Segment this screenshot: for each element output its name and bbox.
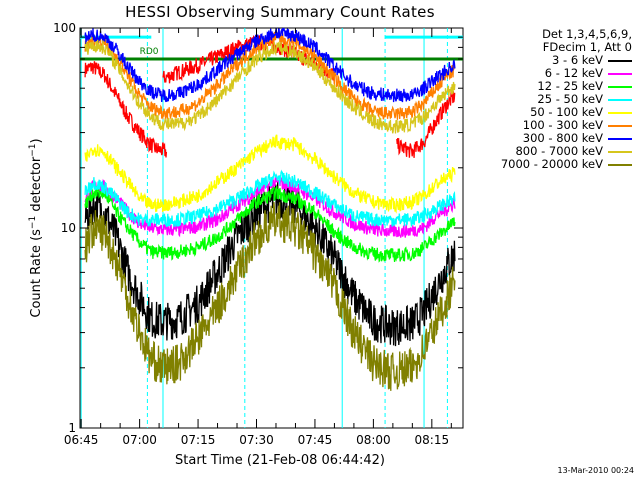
legend-entry-6: 300 - 800 keV [482,132,632,145]
legend-label: 50 - 100 keV [530,105,603,119]
legend-swatch [608,124,632,127]
legend-label: 7000 - 20000 keV [500,157,603,171]
legend-label: 800 - 7000 keV [515,144,603,158]
legend-entry-8: 7000 - 20000 keV [482,158,632,171]
red-series-segment-0 [84,61,168,158]
legend-label: 25 - 50 keV [537,92,603,106]
series-line-8 [84,202,456,391]
timestamp-stamp: 13-Mar-2010 00:24 [557,466,635,475]
x-tick-label-6: 08:15 [415,433,450,447]
legend-swatch [608,150,632,153]
series-line-4 [84,134,456,214]
legend: Det 1,3,4,5,6,9, FDecim 1, Att 0 3 - 6 k… [482,28,632,171]
x-tick-label-3: 07:30 [239,433,274,447]
legend-swatch [608,85,632,88]
y-tick-label-0: 1 [68,421,76,435]
legend-label: 100 - 300 keV [522,118,603,132]
legend-label: 12 - 25 keV [537,79,603,93]
legend-entry-5: 100 - 300 keV [482,119,632,132]
legend-swatch [608,59,632,62]
legend-label: 3 - 6 keV [552,53,603,67]
legend-entry-4: 50 - 100 keV [482,106,632,119]
legend-label: 6 - 12 keV [544,66,603,80]
legend-swatch [608,111,632,114]
legend-entry-3: 25 - 50 keV [482,93,632,106]
red-series-segment-2 [396,91,456,158]
chart-title: HESSI Observing Summary Count Rates [125,3,435,21]
series-line-5 [84,30,455,121]
legend-swatch [608,72,632,75]
legend-swatch [608,137,632,140]
legend-header-line-2: FDecim 1, Att 0 [542,40,632,54]
x-tick-label-2: 07:15 [181,433,216,447]
x-tick-label-4: 07:45 [298,433,333,447]
legend-entry-7: 800 - 7000 keV [482,145,632,158]
legend-label: 300 - 800 keV [522,131,603,145]
y-axis-label: Count Rate (s−1 detector−1) [27,138,45,318]
legend-swatch [608,98,632,101]
series-line-7 [84,39,456,134]
legend-entry-2: 12 - 25 keV [482,80,632,93]
legend-entry-0: 3 - 6 keV [482,54,632,67]
legend-entry-1: 6 - 12 keV [482,67,632,80]
decim-label: RD0 [140,47,159,57]
legend-swatch [608,163,632,166]
x-tick-label-1: 07:00 [122,433,157,447]
x-tick-label-0: 06:45 [64,433,99,447]
series-line-6 [84,27,456,103]
series-line-2 [84,185,456,263]
y-tick-label-1: 10 [61,221,76,235]
x-axis-label: Start Time (21-Feb-08 06:44:42) [175,453,385,468]
y-tick-label-2: 100 [53,21,76,35]
red-series-segment-1 [162,34,335,84]
legend-header-line-1: Det 1,3,4,5,6,9, [542,27,632,41]
x-tick-label-5: 08:00 [356,433,391,447]
series-line-3 [84,169,456,228]
